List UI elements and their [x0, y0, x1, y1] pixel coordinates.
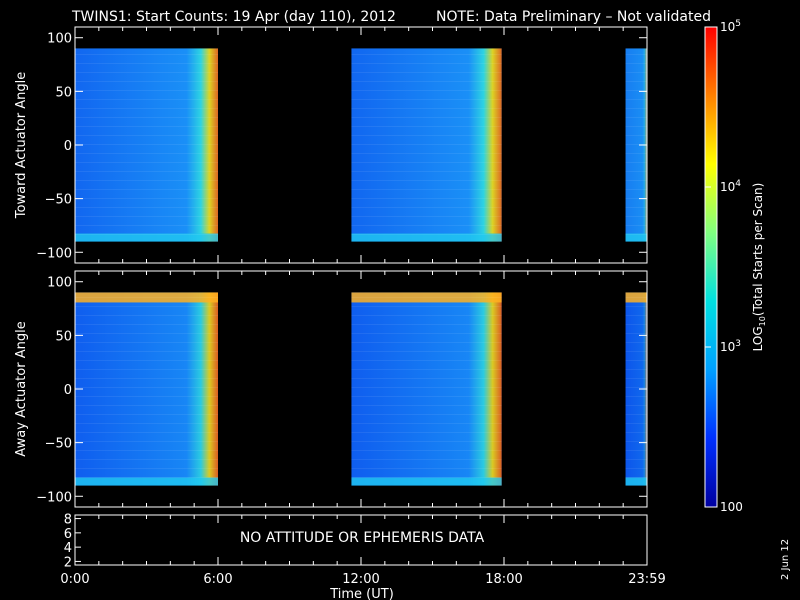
colorbar-tick-label: 105 — [720, 19, 741, 34]
colorbar-label-prefix: LOG — [751, 326, 765, 351]
y-tick-label: 6 — [64, 527, 72, 542]
y-tick-label: 100 — [47, 32, 72, 47]
toward-y-ticks: 100 50 0 −50 −100 — [36, 32, 647, 261]
colorbar-tick-base: 100 — [720, 500, 743, 514]
heatmap-row-texture — [351, 48, 502, 242]
preliminary-note: NOTE: Data Preliminary – Not validated — [436, 9, 711, 25]
away-angle-panel: 100 50 0 −50 −100 Away Actuator Angle — [14, 270, 648, 508]
y-tick-label: 2 — [64, 555, 72, 570]
date-stamp: 2 Jun 12 — [780, 539, 791, 580]
colorbar-tick-label: 100 — [720, 500, 743, 514]
y-tick-label: 0 — [64, 383, 72, 398]
colorbar-tick-exp: 4 — [735, 179, 741, 189]
y-tick-label: 100 — [47, 276, 72, 291]
x-tick-label: 0:00 — [60, 572, 89, 587]
y-tick-label: −100 — [36, 490, 72, 505]
colorbar-tick-base: 10 — [720, 340, 735, 354]
toward-y-axis-label: Toward Actuator Angle — [14, 72, 29, 219]
colorbar-tick-label: 104 — [720, 179, 741, 194]
plot-title: TWINS1: Start Counts: 19 Apr (day 110), … — [71, 9, 396, 25]
colorbar-tick-base: 10 — [720, 20, 735, 34]
no-data-message: NO ATTITUDE OR EPHEMERIS DATA — [240, 530, 485, 546]
heatmap-row-texture — [625, 48, 647, 242]
colorbar-label-suffix: (Total Starts per Scan) — [751, 183, 765, 317]
heatmap-row-texture — [75, 48, 218, 242]
colorbar-tick-exp: 3 — [735, 339, 741, 349]
colorbar-tick-base: 10 — [720, 180, 735, 194]
time-axis-label: Time (UT) — [329, 587, 394, 600]
colorbar-tick-exp: 5 — [735, 19, 741, 29]
heatmap-row-texture — [625, 292, 647, 486]
x-tick-label: 12:00 — [342, 572, 379, 587]
colorbar-gradient — [704, 26, 718, 508]
y-tick-label: 8 — [64, 513, 72, 528]
x-tick-label: 23:59 — [628, 572, 665, 587]
toward-angle-panel: 100 50 0 −50 −100 Toward Actuator Angle — [14, 26, 648, 264]
y-tick-label: 50 — [55, 85, 72, 100]
heatmap-row-texture — [75, 292, 218, 486]
y-tick-label: −50 — [45, 193, 72, 208]
y-tick-label: 4 — [64, 541, 72, 556]
time-axis-ticks: 0:00 6:00 12:00 18:00 23:59 — [60, 27, 666, 587]
away-y-ticks: 100 50 0 −50 −100 — [36, 276, 647, 505]
colorbar-label-sub: 10 — [758, 316, 767, 326]
toward-heatmap-blocks — [75, 48, 647, 242]
heatmap-row-texture — [351, 292, 502, 486]
colorbar-tick-label: 103 — [720, 339, 741, 354]
y-tick-label: 50 — [55, 329, 72, 344]
away-heatmap-blocks — [75, 292, 647, 486]
away-y-axis-label: Away Actuator Angle — [14, 321, 29, 456]
x-tick-label: 18:00 — [485, 572, 522, 587]
x-tick-label: 6:00 — [203, 572, 232, 587]
y-tick-label: −50 — [45, 437, 72, 452]
colorbar-label: LOG10(Total Starts per Scan) — [751, 183, 767, 352]
y-tick-label: −100 — [36, 246, 72, 261]
y-tick-label: 0 — [64, 139, 72, 154]
